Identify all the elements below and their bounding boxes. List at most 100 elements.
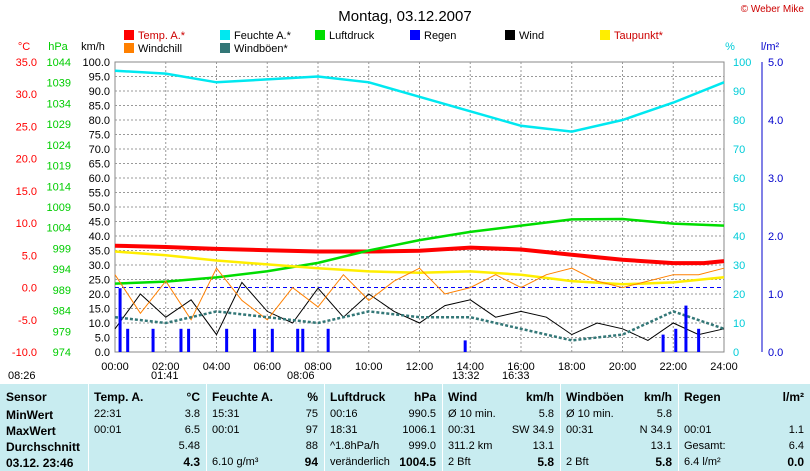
- kmh-axis-tick: 50.0: [89, 202, 110, 214]
- weather-chart: Montag, 03.12.2007 © Weber Mike Temp. A.…: [8, 4, 805, 380]
- x-tick-label: 20:00: [609, 361, 637, 373]
- table-cell-value: 5.8: [538, 408, 554, 420]
- x-tick-label: 00:00: [101, 361, 129, 373]
- kmh-axis-tick: 65.0: [89, 159, 110, 171]
- celsius-axis-tick: 5.0: [22, 250, 37, 262]
- table-header-unit: km/h: [643, 390, 672, 404]
- rain-bar: [301, 328, 305, 352]
- table-cell-meta: 6.4 l/m²: [684, 456, 721, 468]
- table-header-unit: km/h: [525, 390, 554, 404]
- legend-swatch: [124, 30, 134, 40]
- rain-axis-tick: 5.0: [768, 57, 783, 69]
- kmh-axis-tick: 70.0: [89, 144, 110, 156]
- rain-bar: [296, 328, 300, 352]
- table-cell-meta: 00:31: [448, 424, 476, 436]
- table-cell-value: 75: [305, 408, 318, 420]
- table-cell-meta: 2 Bft: [566, 456, 589, 468]
- x-tick-label: 14:00: [456, 361, 484, 373]
- x-tick-label: 24:00: [710, 361, 738, 373]
- hpa-axis-tick: 1029: [47, 119, 71, 131]
- table-header-unit: l/m²: [782, 390, 804, 404]
- kmh-axis-tick: 85.0: [89, 101, 110, 113]
- legend-label: Luftdruck: [329, 30, 375, 42]
- table-cell-value: 0.0: [787, 455, 804, 469]
- table-cell-meta: Ø 10 min.: [566, 408, 614, 420]
- percent-axis-tick: 90: [733, 86, 745, 98]
- table-cell-value: 88: [305, 440, 318, 452]
- series-line: [114, 250, 725, 286]
- kmh-axis-tick: 0.0: [95, 347, 110, 359]
- kmh-axis-tick: 5.0: [95, 333, 110, 345]
- table-col-col4: Luftdruck hPa 00:16 990.5 18:31 1006.1 ^1.8hPa…: [324, 384, 443, 471]
- x-tick-label: 10:00: [355, 361, 383, 373]
- rain-axis-tick: 0.0: [768, 347, 783, 359]
- hpa-axis-tick: 974: [53, 347, 71, 359]
- table-col-col7: Regen l/m² 00:01 1.1 Gesamt: 6.4 6.4 l/m² 0.0: [678, 384, 810, 471]
- table-cell-meta: 18:31: [330, 424, 358, 436]
- table-cell-value: 999.0: [408, 440, 436, 452]
- rain-axis-tick: 2.0: [768, 231, 783, 243]
- x-tick-label: 16:00: [507, 361, 535, 373]
- x-tick-label: 04:00: [203, 361, 231, 373]
- x-tick-label: 02:00: [152, 361, 180, 373]
- copyright: © Weber Mike: [741, 4, 805, 15]
- chart-title: Montag, 03.12.2007: [338, 8, 471, 25]
- row-label-current: 03.12. 23:46: [6, 456, 74, 470]
- kmh-axis-tick: 15.0: [89, 304, 110, 316]
- series-line: [114, 69, 725, 133]
- table-cell-value: 97: [305, 424, 318, 436]
- legend-label: Temp. A.*: [138, 30, 186, 42]
- row-label-max: MaxWert: [6, 424, 56, 438]
- hpa-axis-tick: 1039: [47, 78, 71, 90]
- hpa-axis-tick: 1024: [47, 140, 71, 152]
- table-cell-value: 1004.5: [399, 455, 436, 469]
- rain-axis-tick: 3.0: [768, 173, 783, 185]
- kmh-axis-tick: 45.0: [89, 217, 110, 229]
- rain-bar: [684, 305, 688, 352]
- hpa-axis-tick: 989: [53, 285, 71, 297]
- time-marker: 13:32: [452, 370, 480, 380]
- table-cell-meta: 6.10 g/m³: [212, 456, 259, 468]
- rain-bar: [187, 328, 191, 352]
- table-cell-meta: 00:01: [94, 424, 122, 436]
- table-cell-value: 4.3: [183, 455, 200, 469]
- time-marker: 01:41: [151, 370, 179, 380]
- kmh-axis-tick: 30.0: [89, 260, 110, 272]
- hpa-axis-tick: 1009: [47, 202, 71, 214]
- plot-area: [114, 69, 725, 352]
- rain-bar: [674, 328, 678, 352]
- rain-bar: [697, 328, 701, 352]
- x-tick-label: 06:00: [253, 361, 281, 373]
- celsius-axis-tick: 20.0: [16, 154, 37, 166]
- legend-swatch: [600, 30, 610, 40]
- time-marker: 16:33: [502, 370, 530, 380]
- rain-bar: [118, 288, 122, 352]
- table-cell-meta: 2 Bft: [448, 456, 471, 468]
- legend-label: Feuchte A.*: [234, 30, 292, 42]
- time-marker: 08:26: [8, 370, 36, 380]
- celsius-axis-tick: -5.0: [18, 315, 37, 327]
- legend-swatch: [505, 30, 515, 40]
- table-cell-value: 6.4: [788, 440, 804, 452]
- hpa-axis-tick: 1004: [47, 223, 71, 235]
- hpa-axis-tick: 1019: [47, 161, 71, 173]
- axes: 35.0 30.0 25.0 20.0 15.0 10.0 5.0 0.0 -5.0 -10.0 °…: [12, 41, 783, 373]
- hpa-axis-tick: 1014: [47, 181, 71, 193]
- series-line: [114, 243, 725, 266]
- table-header: Feuchte A.: [212, 390, 273, 404]
- percent-axis-tick: 70: [733, 144, 745, 156]
- table-col-sensor: Sensor MinWert MaxWert Durchschnitt 03.1…: [0, 384, 89, 471]
- hpa-axis-tick: 1034: [47, 98, 71, 110]
- percent-axis-tick: 40: [733, 231, 745, 243]
- celsius-axis-tick: 35.0: [16, 57, 37, 69]
- percent-axis-tick: 10: [733, 318, 745, 330]
- series-line: [114, 217, 725, 285]
- kmh-axis-unit: km/h: [81, 41, 105, 53]
- table-col-col6: Windböen km/h Ø 10 min. 5.8 00:31 N 34.9 13.1 2…: [560, 384, 679, 471]
- table-header-sensor: Sensor: [6, 390, 47, 404]
- hpa-axis-unit: hPa: [48, 41, 68, 53]
- table-cell-value: 6.5: [184, 424, 200, 436]
- x-tick-label: 08:00: [304, 361, 332, 373]
- legend-swatch: [220, 30, 230, 40]
- table-cell-value: 94: [304, 455, 318, 469]
